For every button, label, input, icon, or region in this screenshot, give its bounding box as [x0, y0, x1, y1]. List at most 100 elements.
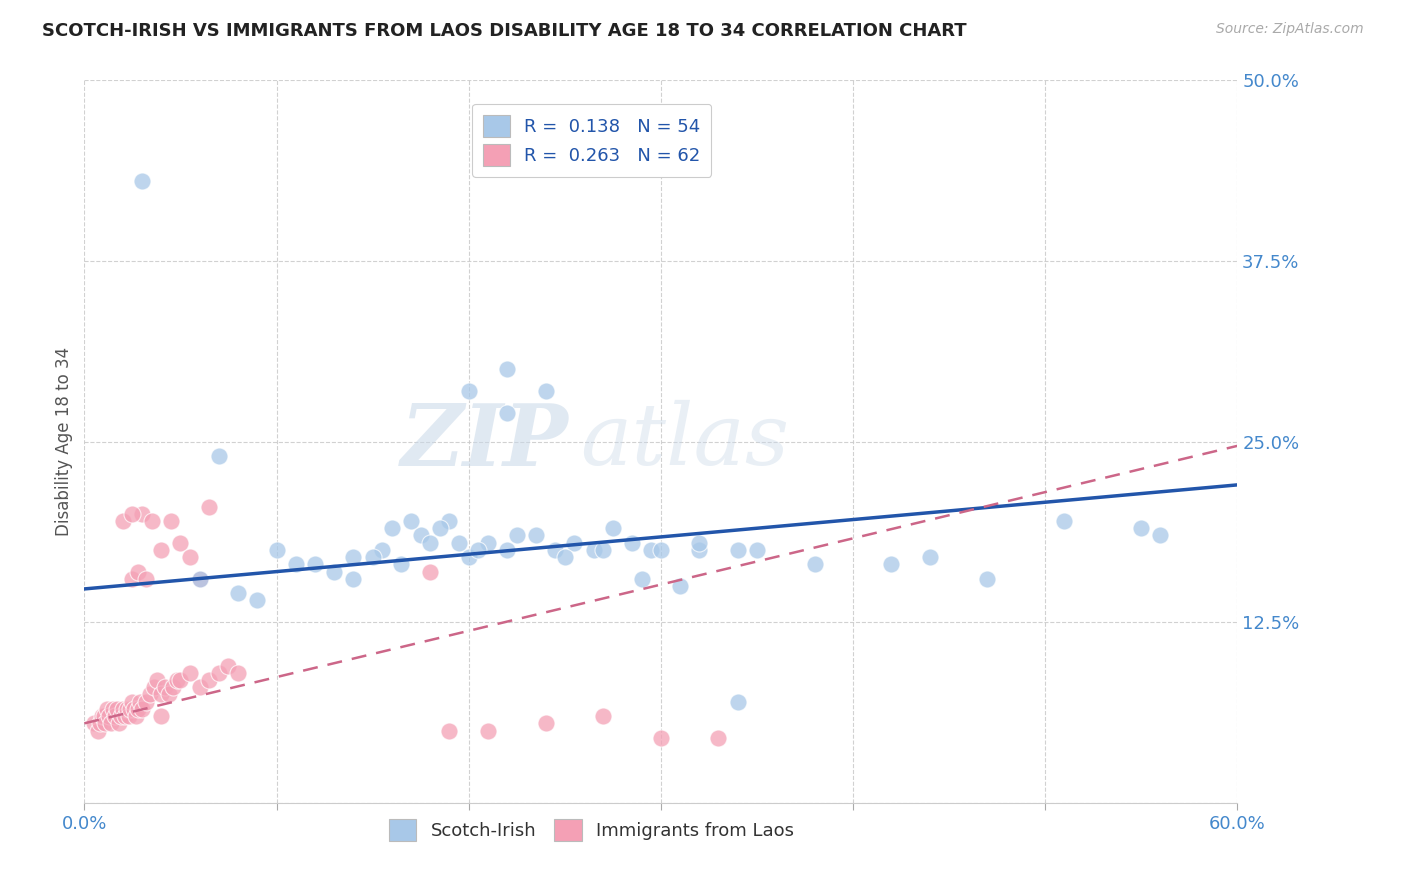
Point	[150, 709, 173, 723]
Point	[688, 535, 710, 549]
Point	[111, 514, 134, 528]
Text: SCOTCH-IRISH VS IMMIGRANTS FROM LAOS DISABILITY AGE 18 TO 34 CORRELATION CHART: SCOTCH-IRISH VS IMMIGRANTS FROM LAOS DIS…	[42, 22, 967, 40]
Point	[162, 680, 184, 694]
Point	[342, 550, 364, 565]
Point	[135, 572, 157, 586]
Point	[160, 514, 183, 528]
Point	[506, 528, 529, 542]
Point	[477, 723, 499, 738]
Point	[1149, 528, 1171, 542]
Point	[146, 673, 169, 687]
Point	[457, 384, 479, 398]
Point	[105, 702, 128, 716]
Point	[745, 542, 768, 557]
Point	[582, 542, 605, 557]
Point	[524, 528, 547, 542]
Point	[90, 709, 112, 723]
Point	[381, 521, 404, 535]
Point	[439, 723, 461, 738]
Point	[125, 709, 148, 723]
Point	[114, 709, 136, 723]
Point	[104, 709, 127, 723]
Point	[131, 702, 153, 716]
Point	[179, 550, 201, 565]
Point	[208, 449, 231, 463]
Point	[630, 572, 652, 586]
Point	[592, 709, 614, 723]
Point	[198, 500, 221, 514]
Point	[342, 572, 364, 586]
Text: atlas: atlas	[581, 401, 789, 483]
Point	[169, 673, 191, 687]
Point	[120, 702, 142, 716]
Point	[103, 702, 124, 716]
Point	[727, 695, 749, 709]
Point	[534, 716, 557, 731]
Point	[121, 695, 143, 709]
Point	[621, 535, 644, 549]
Point	[87, 723, 110, 738]
Legend: Scotch-Irish, Immigrants from Laos: Scotch-Irish, Immigrants from Laos	[382, 812, 801, 848]
Point	[117, 709, 139, 723]
Point	[650, 542, 672, 557]
Point	[150, 687, 173, 701]
Point	[467, 542, 489, 557]
Point	[304, 558, 326, 572]
Point	[188, 572, 211, 586]
Point	[157, 687, 180, 701]
Y-axis label: Disability Age 18 to 34: Disability Age 18 to 34	[55, 347, 73, 536]
Point	[409, 528, 432, 542]
Point	[124, 702, 146, 716]
Point	[135, 695, 157, 709]
Point	[727, 542, 749, 557]
Point	[169, 535, 191, 549]
Point	[419, 535, 441, 549]
Point	[544, 542, 567, 557]
Point	[429, 521, 451, 535]
Point	[110, 709, 132, 723]
Point	[1130, 521, 1153, 535]
Point	[226, 665, 249, 680]
Point	[477, 535, 499, 549]
Point	[361, 550, 384, 565]
Point	[457, 550, 479, 565]
Text: Source: ZipAtlas.com: Source: ZipAtlas.com	[1216, 22, 1364, 37]
Point	[89, 716, 111, 731]
Point	[918, 550, 941, 565]
Point	[188, 680, 211, 694]
Point	[198, 673, 221, 687]
Point	[98, 709, 121, 723]
Point	[94, 716, 117, 731]
Point	[371, 542, 394, 557]
Point	[129, 695, 152, 709]
Point	[100, 716, 122, 731]
Text: ZIP: ZIP	[401, 400, 568, 483]
Point	[650, 731, 672, 745]
Point	[391, 558, 413, 572]
Point	[246, 593, 269, 607]
Point	[108, 716, 131, 731]
Point	[688, 542, 710, 557]
Point	[399, 514, 422, 528]
Point	[121, 572, 143, 586]
Point	[564, 535, 586, 549]
Point	[266, 542, 288, 557]
Point	[83, 716, 105, 731]
Point	[284, 558, 307, 572]
Point	[150, 542, 173, 557]
Point	[226, 586, 249, 600]
Point	[208, 665, 231, 680]
Point	[419, 565, 441, 579]
Point	[93, 709, 115, 723]
Point	[323, 565, 346, 579]
Point	[554, 550, 576, 565]
Point	[534, 384, 557, 398]
Point	[141, 514, 163, 528]
Point	[153, 680, 176, 694]
Point	[166, 673, 188, 687]
Point	[496, 406, 519, 420]
Point	[142, 680, 165, 694]
Point	[96, 702, 118, 716]
Point	[218, 658, 240, 673]
Point	[131, 507, 153, 521]
